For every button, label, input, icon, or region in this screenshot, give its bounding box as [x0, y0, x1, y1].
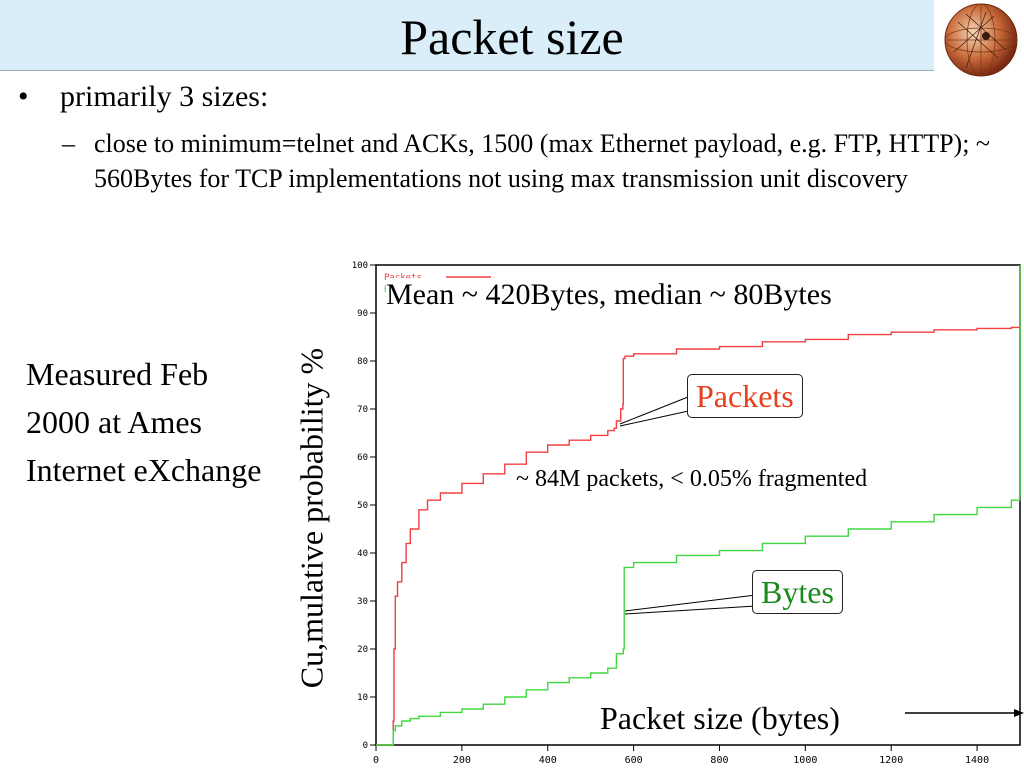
y-tick-label: 40 — [357, 549, 368, 559]
x-tick-label: 600 — [625, 755, 643, 766]
y-tick-label: 60 — [357, 453, 368, 463]
y-tick-label: 70 — [357, 405, 368, 415]
chart-series — [376, 265, 1021, 746]
y-tick-label: 100 — [352, 261, 368, 271]
x-axis-label: Packet size (bytes) — [600, 700, 840, 737]
packets-callout: Packets — [687, 374, 803, 418]
globe-logo-icon — [944, 3, 1018, 77]
y-axis-label: Cu,mulative probability % — [293, 347, 330, 689]
bytes-callout: Bytes — [752, 570, 843, 614]
y-tick-label: 90 — [357, 309, 368, 319]
dash-mark: – — [62, 129, 75, 158]
sub-bullet-text: close to minimum=telnet and ACKs, 1500 (… — [94, 129, 990, 193]
bullet-mark: • — [18, 80, 29, 113]
measurement-note: Measured Feb 2000 at Ames Internet eXcha… — [26, 356, 262, 488]
x-tick-label: 0 — [373, 755, 379, 766]
y-tick-label: 30 — [357, 597, 368, 607]
slide-title: Packet size — [400, 9, 624, 65]
y-tick-label: 50 — [357, 501, 368, 511]
y-tick-label: 20 — [357, 645, 368, 655]
y-tick-label: 10 — [357, 693, 368, 703]
series-line-bytes — [376, 265, 1021, 746]
y-tick-label: 0 — [363, 741, 368, 751]
fragmented-annotation: ~ 84M packets, < 0.05% fragmented — [516, 466, 868, 492]
x-tick-label: 1200 — [879, 755, 903, 766]
plot-frame — [375, 264, 1021, 746]
x-tick-label: 1400 — [965, 755, 989, 766]
y-tick-label: 80 — [357, 357, 368, 367]
x-tick-label: 1000 — [793, 755, 817, 766]
x-tick-label: 800 — [710, 755, 728, 766]
x-tick-label: 400 — [539, 755, 557, 766]
series-line-packets — [376, 265, 1021, 746]
title-bar — [0, 0, 934, 71]
mean-median-annotation: Mean ~ 420Bytes, median ~ 80Bytes — [386, 278, 832, 312]
bullet-text: primarily 3 sizes: — [60, 80, 269, 113]
x-tick-label: 200 — [453, 755, 471, 766]
